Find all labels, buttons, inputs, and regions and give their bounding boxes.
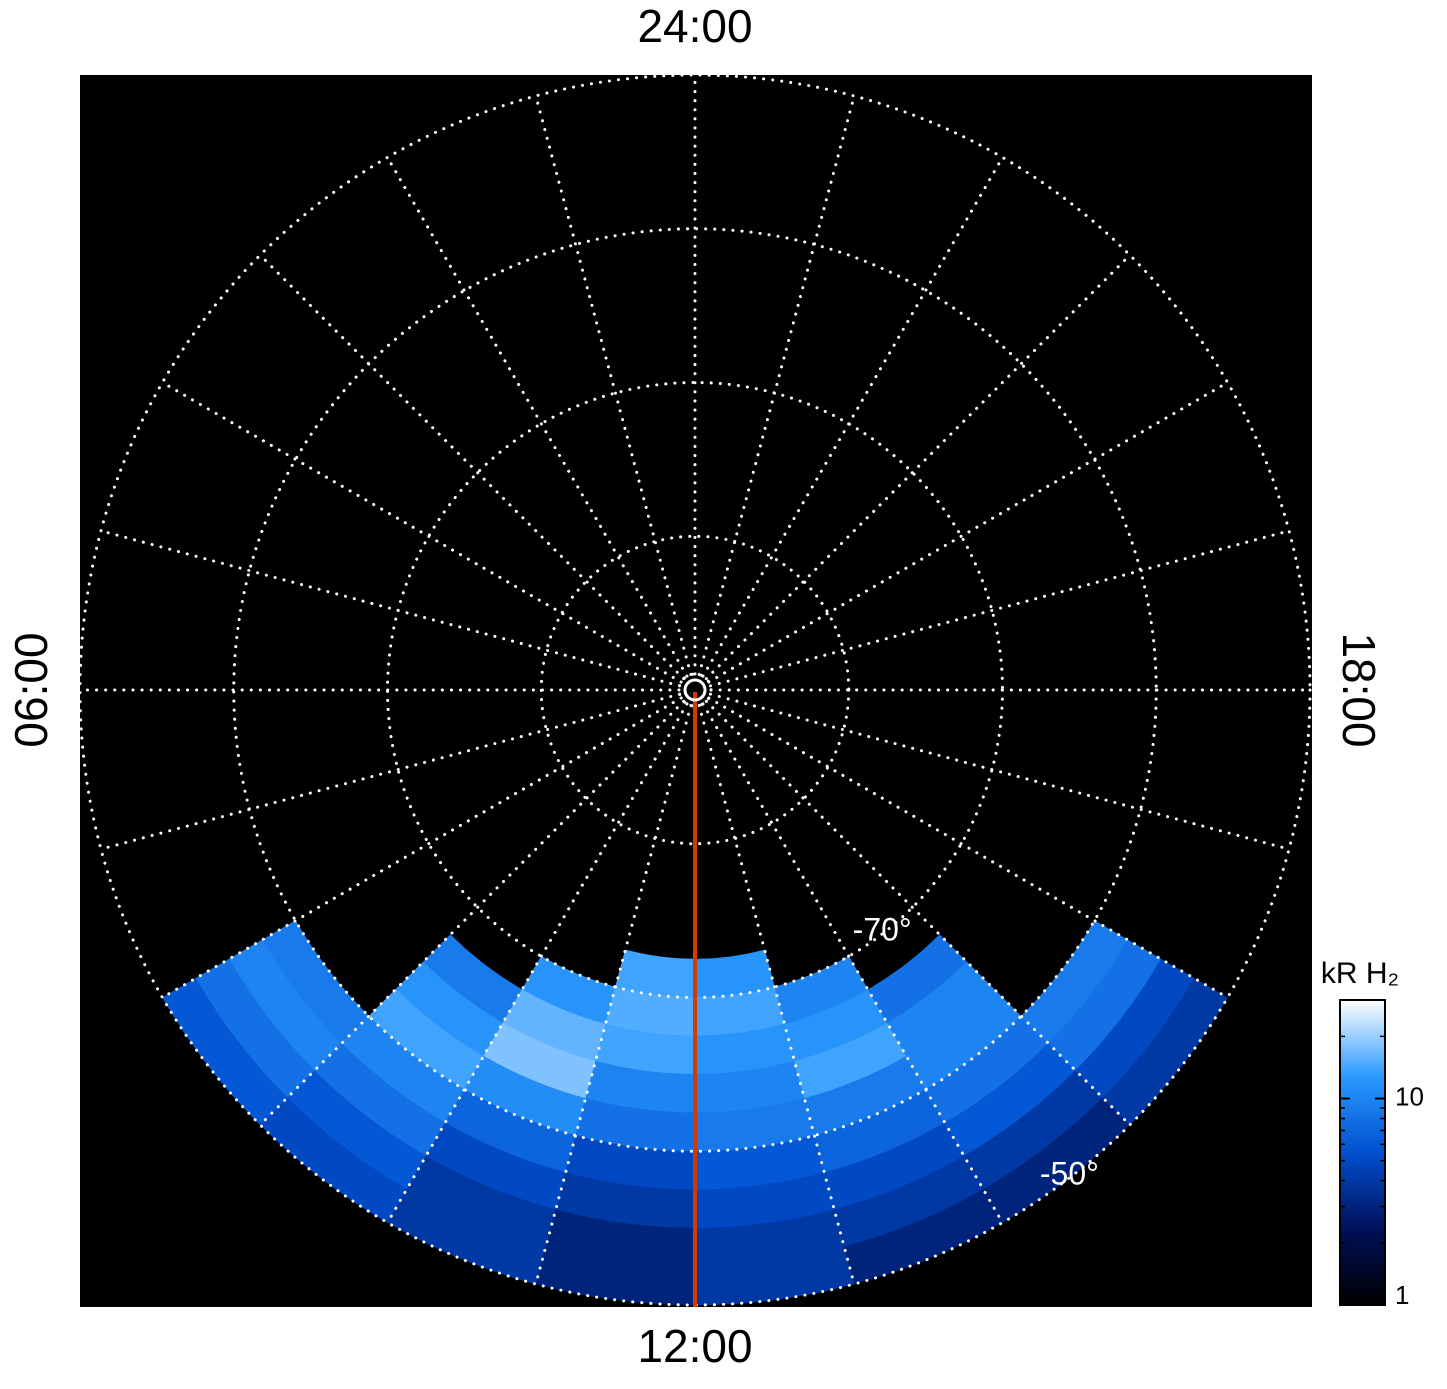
colorbar — [1339, 999, 1386, 1306]
grid — [78, 73, 1312, 1307]
local-time-label: 12:00 — [637, 1320, 752, 1372]
meridian-line — [99, 529, 682, 688]
meridian-line — [99, 692, 682, 851]
local-time-label: 18:00 — [1333, 632, 1385, 747]
meridian-line — [534, 703, 693, 1286]
pole-ring — [677, 672, 713, 708]
meridian-line — [386, 702, 689, 1225]
emission-image — [162, 920, 1228, 1306]
local-time-label: 24:00 — [637, 0, 752, 52]
meridian-line — [697, 94, 856, 677]
colorbar-label: kR H₂ — [1321, 957, 1399, 990]
meridian-line — [258, 253, 686, 681]
latitude-label: -50° — [1040, 1155, 1099, 1191]
meridian-line — [707, 696, 1230, 999]
meridian-line — [704, 699, 1132, 1127]
emission-cell — [1102, 977, 1228, 1126]
meridian-line — [707, 381, 1230, 684]
meridian-line — [258, 699, 686, 1127]
meridian-line — [708, 692, 1291, 851]
local-time-label: 06:00 — [5, 632, 57, 747]
meridian-line — [534, 94, 693, 677]
meridian-line — [701, 702, 1004, 1225]
meridian-line — [697, 703, 856, 1286]
meridian-line — [701, 155, 1004, 678]
colorbar-tick-label: 10 — [1395, 1081, 1424, 1111]
meridian-line — [386, 155, 689, 678]
meridian-line — [704, 253, 1132, 681]
colorbar-tick-label: 1 — [1395, 1280, 1409, 1310]
meridian-line — [160, 696, 683, 999]
latitude-label: -70° — [853, 911, 912, 947]
pole-marker — [683, 678, 707, 702]
meridian-line — [160, 381, 683, 684]
meridian-line — [708, 529, 1291, 688]
